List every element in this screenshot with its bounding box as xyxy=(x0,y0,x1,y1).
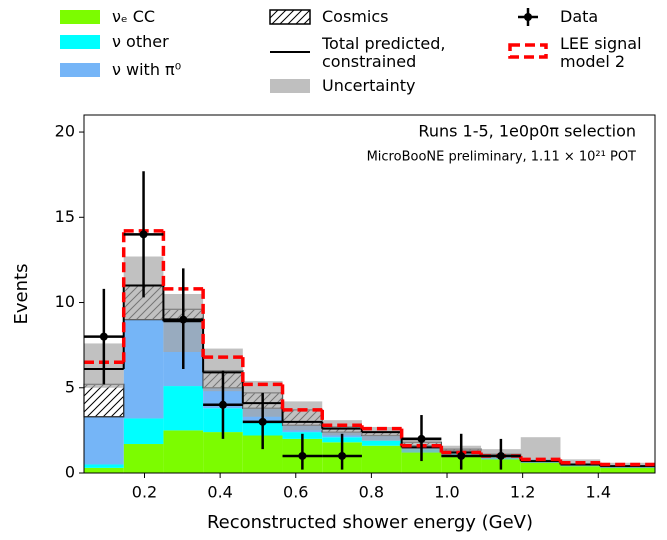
x-tick-label: 0.8 xyxy=(359,483,384,502)
legend-label-box: ν other xyxy=(112,33,169,51)
x-tick-label: 1.0 xyxy=(434,483,459,502)
legend-label: ν other xyxy=(112,33,169,51)
data-point xyxy=(338,451,347,460)
stack-bar xyxy=(361,440,402,446)
legend-swatch xyxy=(60,63,100,77)
stack-bar xyxy=(163,430,204,473)
legend-label-box: Cosmics xyxy=(322,8,389,26)
stack-bar xyxy=(600,467,655,473)
legend-label-box: Data xyxy=(560,8,599,26)
x-tick-label: 0.2 xyxy=(132,483,157,502)
legend-swatch xyxy=(269,9,311,25)
data-point xyxy=(258,417,267,426)
data-point xyxy=(218,400,227,409)
legend-label-box: LEE signal model 2 xyxy=(560,35,642,71)
y-tick-label: 10 xyxy=(55,292,75,311)
legend-label: LEE signal model 2 xyxy=(560,35,642,71)
stack-bar xyxy=(123,444,164,473)
y-tick-label: 20 xyxy=(55,122,75,141)
x-tick-label: 1.2 xyxy=(510,483,535,502)
legend-label-box: ν with π⁰ xyxy=(112,61,182,79)
y-tick-label: 5 xyxy=(65,377,75,396)
y-axis-label: Events xyxy=(11,264,32,325)
stack-bar xyxy=(84,416,124,465)
stack-bar xyxy=(560,466,601,473)
stack-bar xyxy=(123,418,164,445)
x-tick-label: 1.4 xyxy=(586,483,611,502)
data-point xyxy=(298,451,307,460)
x-tick-label: 0.4 xyxy=(207,483,232,502)
stack-bar xyxy=(84,464,124,468)
data-point xyxy=(457,451,466,460)
annotation: MicroBooNE preliminary, 1.11 × 10²¹ POT xyxy=(367,150,636,165)
annotation: Runs 1-5, 1e0p0π selection xyxy=(418,122,636,141)
legend-swatch xyxy=(508,43,548,59)
legend-label: Total predicted, constrained xyxy=(322,35,446,71)
legend-label: Uncertainty xyxy=(322,77,416,95)
legend-label-box: νₑ CC xyxy=(112,8,156,26)
stack-bar xyxy=(203,432,243,473)
stack-bar xyxy=(401,452,442,473)
legend-swatch xyxy=(524,13,532,21)
legend-swatch xyxy=(270,79,310,93)
x-tick-label: 0.6 xyxy=(283,483,308,502)
y-tick-label: 15 xyxy=(55,207,75,226)
data-point xyxy=(179,315,188,324)
data-point xyxy=(139,230,148,239)
data-point xyxy=(417,434,426,443)
legend-label-box: Uncertainty xyxy=(322,77,416,95)
legend-label: ν with π⁰ xyxy=(112,61,182,79)
stack-bar xyxy=(520,462,561,473)
uncertainty-band xyxy=(282,401,323,431)
plot-frame xyxy=(83,114,656,474)
legend-swatch xyxy=(60,35,100,49)
x-axis-label: Reconstructed shower energy (GeV) xyxy=(207,512,533,533)
legend-label: Data xyxy=(560,8,599,26)
stack-bar xyxy=(163,386,204,431)
legend-label: Cosmics xyxy=(322,8,389,26)
data-point xyxy=(99,332,108,341)
stack-bar xyxy=(84,467,124,473)
data-point xyxy=(496,451,505,460)
legend-label: νₑ CC xyxy=(112,8,156,26)
legend-label-box: Total predicted, constrained xyxy=(322,35,446,71)
stack-bar xyxy=(361,445,402,473)
legend-swatch xyxy=(60,10,100,24)
stack-bar xyxy=(123,319,164,419)
y-tick-label: 0 xyxy=(65,463,75,482)
hatch xyxy=(83,383,125,418)
